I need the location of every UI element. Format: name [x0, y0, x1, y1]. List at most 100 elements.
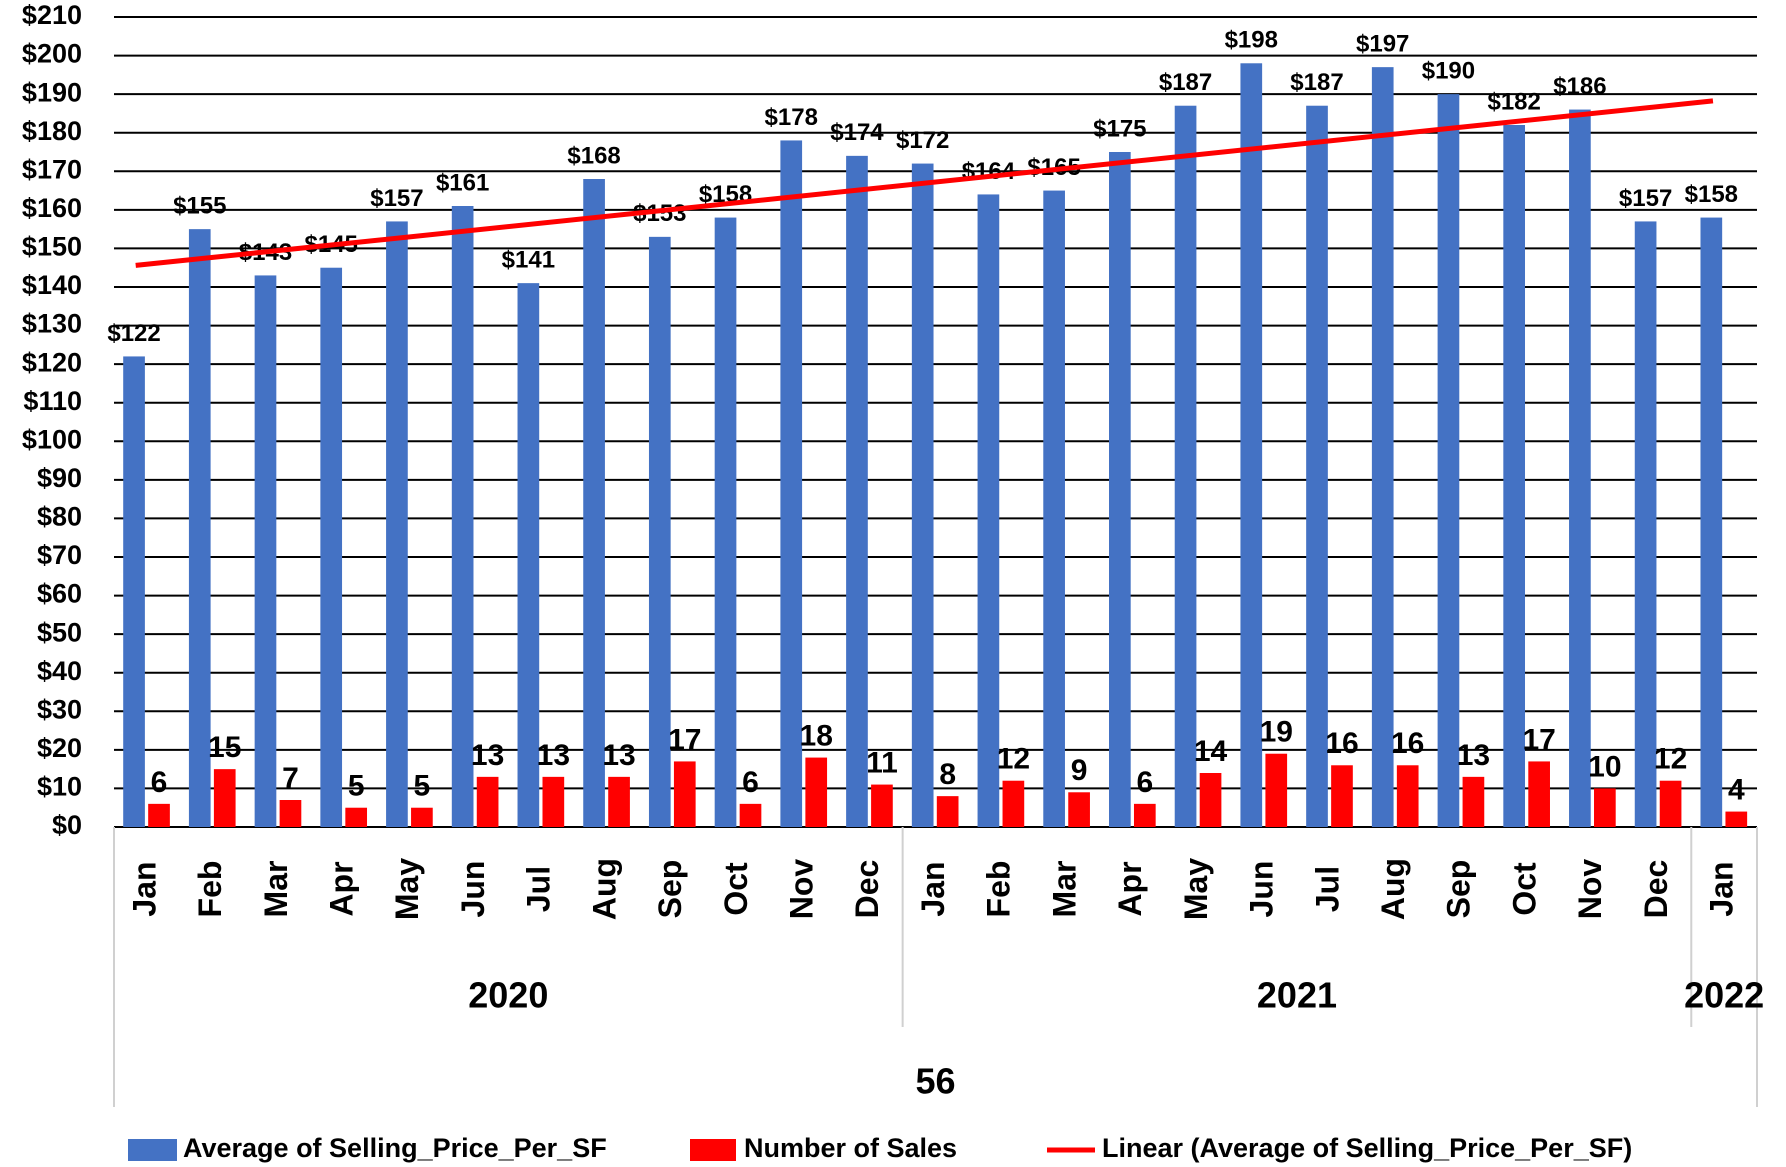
- data-label: 5: [414, 770, 431, 803]
- x-tick-label: Oct: [1506, 862, 1542, 916]
- y-tick-label: $180: [22, 116, 82, 146]
- bar: [451, 206, 474, 827]
- bar: [1240, 63, 1263, 828]
- bar: [345, 807, 368, 827]
- y-tick-label: $190: [22, 77, 82, 107]
- bar: [1528, 761, 1550, 827]
- data-label: $161: [436, 169, 489, 196]
- y-tick-label: $90: [37, 463, 82, 493]
- legend-swatch: [690, 1139, 736, 1161]
- data-label: 12: [1654, 743, 1687, 776]
- y-tick-label: $100: [22, 424, 82, 454]
- bar: [936, 796, 959, 827]
- data-label: $158: [1685, 181, 1738, 208]
- y-tick-label: $200: [22, 39, 82, 69]
- data-label: $174: [830, 119, 884, 146]
- x-tick-label: Jan: [126, 861, 162, 916]
- y-tick-label: $160: [22, 193, 82, 223]
- x-tick-label: Oct: [718, 862, 754, 916]
- x-tick-label: Mar: [258, 861, 294, 918]
- bar: [1199, 773, 1222, 827]
- data-label: 13: [602, 739, 635, 772]
- y-tick-label: $0: [52, 810, 82, 840]
- bar: [846, 155, 868, 827]
- data-label: 6: [151, 766, 168, 799]
- y-tick-label: $110: [23, 386, 82, 416]
- bar: [1002, 780, 1025, 827]
- bar: [254, 275, 277, 827]
- x-tick-label: Jan: [915, 861, 951, 916]
- bar: [805, 757, 828, 827]
- data-label: 18: [800, 719, 833, 752]
- y-tick-label: $10: [37, 772, 82, 802]
- y-tick-label: $210: [22, 0, 82, 30]
- bar: [1462, 776, 1485, 827]
- data-label: $197: [1356, 30, 1409, 57]
- x-tick-label: Aug: [1375, 858, 1411, 920]
- y-tick-label: $140: [22, 270, 82, 300]
- data-label: 11: [866, 746, 898, 779]
- bar: [1133, 803, 1156, 827]
- data-label: 6: [1136, 766, 1153, 799]
- data-label: 15: [208, 731, 241, 764]
- bar: [542, 776, 565, 827]
- legend-swatch: [128, 1139, 177, 1161]
- bar: [1437, 94, 1460, 827]
- year-label: 2021: [1257, 975, 1337, 1016]
- legend-label: Number of Sales: [744, 1133, 957, 1163]
- y-tick-label: $40: [37, 656, 82, 686]
- bar: [1043, 190, 1065, 828]
- data-label: $175: [1093, 115, 1146, 142]
- bar: [1109, 152, 1131, 827]
- bar: [673, 761, 696, 827]
- bar: [1594, 788, 1616, 827]
- bar: [977, 194, 1000, 827]
- data-label: 16: [1325, 727, 1358, 760]
- data-label: $187: [1290, 69, 1343, 96]
- x-tick-label: Sep: [652, 860, 688, 919]
- data-label: 9: [1071, 754, 1088, 787]
- data-label: 8: [939, 758, 956, 791]
- x-tick-label: Jul: [1309, 866, 1345, 912]
- data-label: 5: [348, 770, 365, 803]
- bar: [1371, 67, 1394, 827]
- year-label: 2022: [1684, 975, 1764, 1016]
- bar: [1174, 105, 1197, 827]
- data-label: 6: [742, 766, 759, 799]
- x-tick-label: Aug: [586, 858, 622, 920]
- x-tick-label: Jun: [455, 861, 491, 918]
- x-tick-label: Feb: [192, 861, 228, 918]
- x-tick-label: Nov: [784, 859, 820, 920]
- data-label: $168: [567, 142, 620, 169]
- y-tick-label: $50: [37, 617, 82, 647]
- data-label: $172: [896, 127, 949, 154]
- bar: [911, 163, 934, 828]
- bar: [1503, 125, 1526, 827]
- data-label: $187: [1159, 69, 1212, 96]
- data-label: 7: [282, 762, 299, 795]
- y-tick-label: $20: [37, 733, 82, 763]
- bar: [1634, 221, 1657, 827]
- bar: [780, 140, 803, 827]
- x-tick-label: Jun: [1244, 861, 1280, 918]
- x-tick-label: May: [1178, 858, 1214, 920]
- bar: [608, 776, 630, 827]
- x-tick-label: May: [389, 858, 425, 920]
- bar: [1068, 792, 1090, 827]
- data-label: 13: [1457, 739, 1490, 772]
- data-label: 10: [1588, 750, 1621, 783]
- data-label: 17: [668, 723, 701, 756]
- data-label: $157: [1619, 185, 1672, 212]
- x-tick-label: Feb: [981, 861, 1017, 918]
- data-label: $182: [1487, 88, 1540, 115]
- bar: [1306, 105, 1328, 827]
- bar: [1331, 765, 1353, 827]
- x-tick-label: Nov: [1572, 859, 1608, 920]
- data-label: 13: [471, 739, 504, 772]
- x-tick-label: Dec: [1638, 860, 1674, 919]
- outer-label: 56: [915, 1061, 955, 1102]
- year-label: 2020: [468, 975, 548, 1016]
- data-label: 4: [1728, 773, 1745, 806]
- x-tick-label: Mar: [1046, 861, 1082, 918]
- bar: [871, 784, 893, 827]
